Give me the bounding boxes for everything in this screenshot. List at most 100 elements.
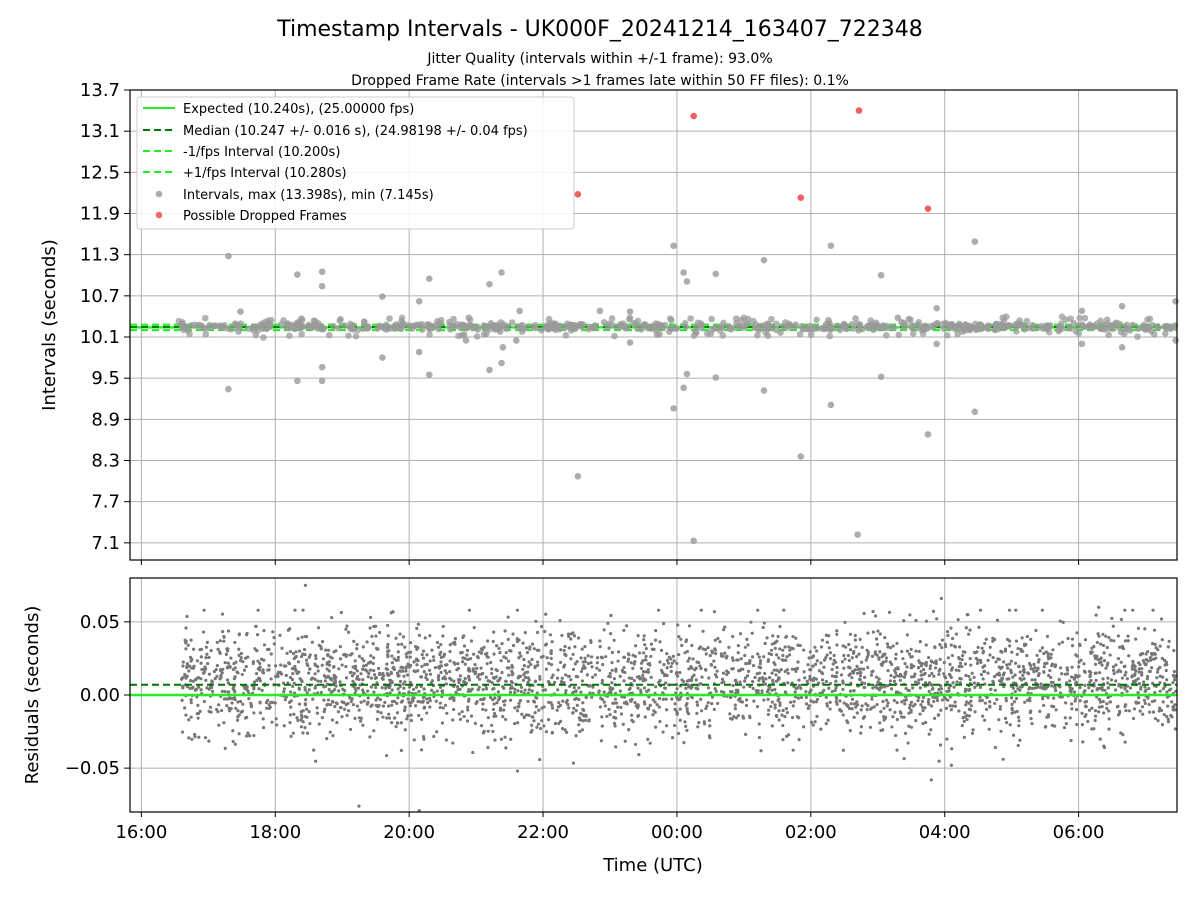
residual-point [1161, 687, 1165, 691]
residual-point [589, 661, 593, 665]
residual-point [745, 637, 749, 641]
residual-point [762, 655, 766, 659]
residual-point [190, 666, 194, 670]
residual-point [423, 663, 427, 667]
residual-point [401, 635, 406, 639]
residual-point [797, 678, 801, 682]
residual-point [569, 678, 573, 682]
residual-point [1117, 682, 1121, 687]
residual-point [1025, 698, 1030, 702]
residual-point [653, 700, 657, 704]
residual-point [799, 695, 804, 700]
residual-point [1160, 723, 1165, 727]
residual-point [841, 681, 845, 685]
residual-point [371, 661, 375, 666]
residual-point [543, 688, 548, 692]
residual-point [660, 668, 664, 672]
residual-point [1079, 658, 1083, 662]
residual-point [639, 691, 643, 695]
interval-point [1055, 327, 1062, 335]
residual-point [314, 656, 318, 661]
residual-point [481, 687, 485, 692]
interval-point [659, 324, 667, 332]
residual-point [379, 711, 383, 715]
residual-point [785, 668, 789, 672]
residual-point [390, 703, 394, 707]
residual-point [344, 664, 348, 669]
residual-point [511, 643, 516, 648]
residual-point [301, 652, 305, 656]
residual-point [665, 673, 669, 678]
residual-point [320, 640, 325, 644]
residual-point [676, 731, 681, 736]
residual-point [375, 717, 379, 721]
residual-point [1046, 695, 1050, 700]
residual-point [347, 709, 351, 713]
residual-point [600, 715, 604, 719]
residual-point [477, 650, 481, 654]
residual-point [292, 666, 296, 671]
residual-point [909, 647, 913, 651]
residual-point [432, 658, 436, 662]
residual-point [386, 642, 390, 647]
residual-point [458, 717, 463, 721]
residual-point [956, 618, 960, 622]
residual-point [788, 648, 792, 652]
residual-point [675, 695, 679, 699]
residual-point [921, 721, 925, 726]
residual-point [353, 686, 357, 690]
interval-point [256, 321, 264, 329]
interval-outlier-point [486, 366, 493, 374]
intervals-y-ticks: 7.17.78.38.99.510.110.711.311.912.513.11… [80, 80, 130, 554]
interval-point [480, 331, 488, 338]
residual-point [995, 618, 1000, 622]
residual-point [558, 619, 562, 623]
interval-point [1093, 320, 1101, 327]
residual-point [1082, 662, 1086, 666]
residual-point [297, 649, 302, 653]
residual-point [865, 655, 869, 659]
residual-point [394, 636, 398, 640]
residual-point [396, 642, 400, 647]
residual-point [1033, 678, 1037, 682]
residual-point [1070, 637, 1075, 641]
residual-point [432, 690, 436, 695]
residual-point [397, 669, 402, 673]
residual-point [1152, 651, 1156, 656]
residual-point [376, 647, 380, 651]
residual-point [291, 731, 295, 735]
residual-point [967, 701, 971, 705]
residual-point [832, 658, 836, 662]
interval-outlier-point [670, 405, 677, 412]
residual-point [1113, 688, 1118, 692]
residual-point [960, 723, 964, 728]
residuals-y-ticks: −0.050.000.05 [65, 612, 130, 779]
residual-point [958, 681, 962, 685]
residual-point [1152, 628, 1157, 632]
interval-point [298, 330, 305, 338]
residual-point [326, 702, 330, 706]
residual-point [314, 653, 318, 658]
residual-point [355, 646, 359, 651]
residual-point [493, 696, 497, 700]
residual-point [842, 666, 846, 670]
residual-point [1004, 696, 1008, 700]
residual-point [297, 686, 301, 690]
interval-point [617, 323, 624, 330]
intervals-y-tick-label: 9.5 [91, 368, 120, 389]
interval-point [828, 324, 835, 331]
residual-point [832, 653, 836, 658]
interval-outlier-point [877, 271, 885, 279]
residual-point [943, 675, 947, 679]
residual-point [1121, 646, 1125, 650]
residual-point [1123, 639, 1128, 643]
residual-point [1034, 628, 1038, 633]
interval-point [566, 322, 573, 330]
residual-point [1102, 651, 1106, 655]
residual-point [544, 730, 549, 734]
residual-point [586, 661, 590, 666]
residual-point [1083, 683, 1087, 687]
residual-outlier-point [939, 596, 943, 601]
residual-point [331, 733, 335, 738]
residual-point [940, 645, 944, 650]
